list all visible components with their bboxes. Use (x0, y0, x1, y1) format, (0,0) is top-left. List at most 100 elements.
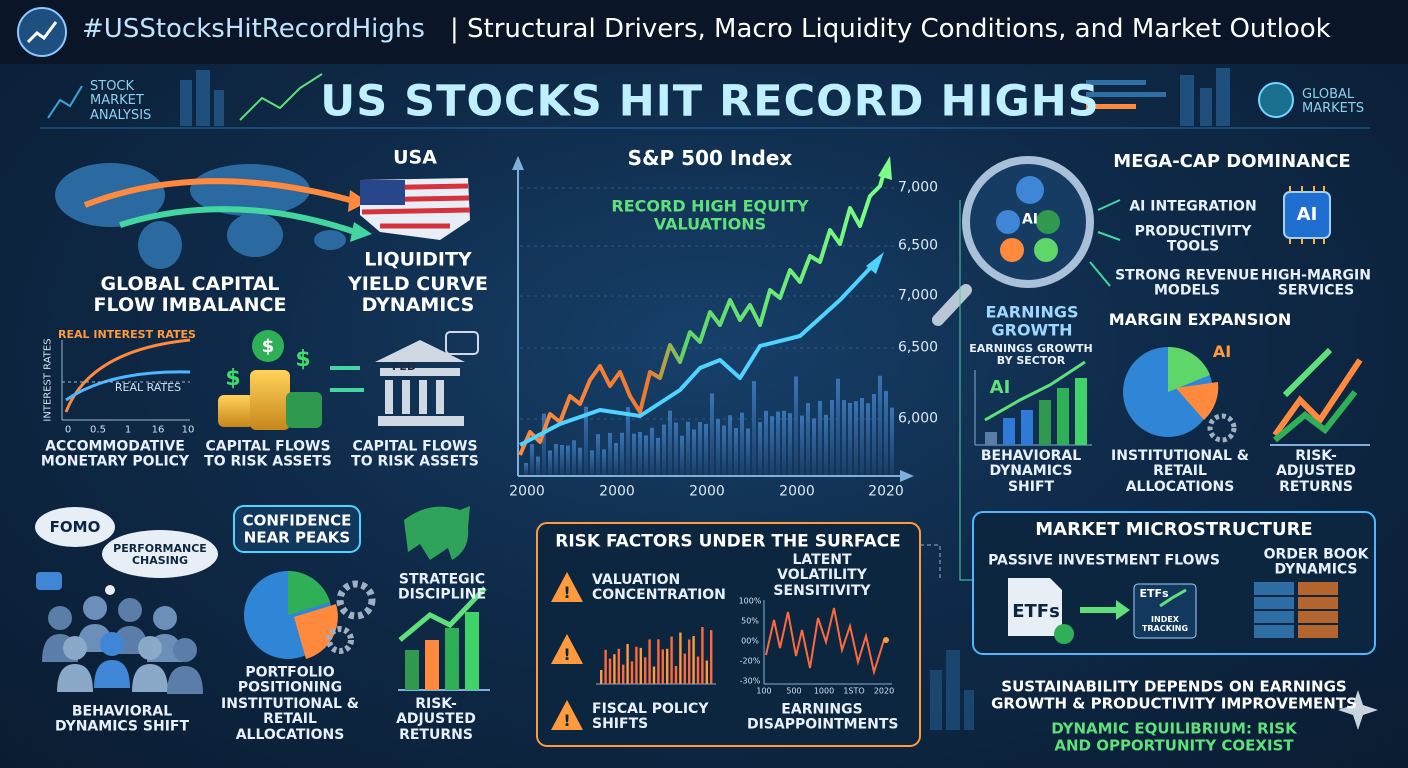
index-annotation: RECORD HIGH EQUITY VALUATIONS (611, 196, 809, 233)
risk-bar (644, 657, 647, 684)
vol-x-label: 1000 (813, 686, 835, 696)
sector-bars-part (1075, 378, 1087, 445)
risk-box-part-part (551, 700, 583, 730)
sector-bars-part (1003, 418, 1015, 445)
volume-bar (662, 424, 666, 475)
behavior-art-part (36, 572, 62, 590)
banner-decoration-part (1086, 104, 1136, 109)
fed-label: FED (391, 359, 417, 373)
risk-bar (710, 630, 713, 684)
order-book: ORDER BOOK DYNAMICS (1263, 546, 1369, 578)
magnifier-part (1036, 210, 1060, 234)
volume-bar (530, 444, 534, 475)
volume-bar (794, 376, 798, 475)
risk-box-part-part: ! (563, 645, 570, 664)
yield-curve: YIELD CURVE DYNAMICS (348, 273, 488, 316)
sector-label: EARNINGS GROWTH BY SECTOR (969, 341, 1093, 367)
banner-decoration-part (214, 90, 224, 126)
risk-bar (648, 639, 651, 684)
person-head (138, 636, 162, 660)
volume-bar (560, 445, 564, 475)
subtitle: | Structural Drivers, Macro Liquidity Co… (450, 14, 1331, 44)
index-tracking: INDEX TRACKING (1141, 615, 1189, 633)
banner-decoration-part (196, 70, 210, 126)
volume-bar (782, 410, 786, 475)
risk-bar (608, 658, 612, 684)
caption: INSTITUTIONAL & RETAIL ALLOCATIONS (1111, 447, 1249, 495)
risk-bar (630, 661, 634, 684)
margin-pie-part (1168, 346, 1210, 392)
behavior-art-part (404, 506, 470, 560)
index-x-label: 2000 (509, 483, 545, 500)
rates-chart-part (64, 338, 191, 413)
index-y-label: 6,500 (897, 237, 939, 254)
volume-bar (590, 450, 594, 475)
risk-box-part (920, 544, 941, 580)
margin-expansion: MARGIN EXPANSION (1108, 310, 1292, 330)
rates-x-tick: 0.5 (90, 424, 106, 436)
volume-bar (776, 411, 780, 475)
magnifier-part (1089, 199, 1121, 287)
behavior-art-part (42, 596, 203, 694)
header-bar-part (0, 0, 1408, 64)
coin-stacks-part (252, 330, 284, 362)
volume-bar (746, 428, 750, 475)
person-body (57, 664, 93, 692)
ai-chip (1283, 186, 1331, 244)
banner-decoration-part (1180, 75, 1194, 126)
rates-line-label: REAL RATES (114, 380, 182, 394)
volume-bar (830, 399, 834, 475)
index-chart-part (878, 156, 892, 180)
skyline (930, 650, 974, 730)
risk-fiscal: FISCAL POLICY SHIFTS (592, 701, 709, 733)
fed-building-part (375, 340, 465, 362)
fomo: FOMO (49, 517, 101, 536)
magnifier-part (962, 156, 1094, 288)
header-bar (0, 0, 1408, 64)
caption: BEHAVIORAL DYNAMICS SHIFT (980, 447, 1082, 495)
rates-chart (61, 338, 191, 421)
micro-box (959, 200, 1376, 655)
micro-box-part (1159, 588, 1187, 608)
volume-bar (614, 443, 618, 475)
megacap-item: PRODUCTIVITY TOOLS (1134, 223, 1252, 255)
coin-stacks: $ $ $ (218, 330, 364, 430)
sector-bars-part (1039, 400, 1051, 445)
risk-bar (652, 666, 656, 684)
sector-bars-part (984, 360, 1086, 422)
volume-bar (800, 415, 804, 475)
risk-bar (674, 665, 678, 684)
micro-title: MARKET MICROSTRUCTURE (1035, 519, 1313, 541)
risk-bar (661, 649, 664, 684)
sector-ai: AI (989, 377, 1011, 399)
volume-bar (638, 431, 642, 475)
volume-bar (524, 463, 528, 475)
caption: CAPITAL FLOWS TO RISK ASSETS (351, 438, 479, 470)
index-x-label: 2000 (779, 483, 815, 500)
risk-bar (688, 639, 691, 684)
volume-bar (632, 433, 636, 475)
fed-building-part (445, 331, 479, 355)
liquidity: LIQUIDITY (364, 248, 472, 271)
volume-bar (842, 400, 846, 475)
skyline-part (964, 690, 974, 730)
returns-arrows-part (1272, 358, 1363, 437)
risk-box-part-part: ! (563, 711, 570, 730)
index-y-label: 7,000 (897, 179, 939, 196)
volume-bar (788, 413, 792, 475)
vol-y-label: -30% (739, 676, 761, 686)
risk-bar (705, 660, 708, 684)
risk-bar (696, 656, 700, 684)
fed-building (375, 331, 479, 426)
margin-pie-part (1176, 382, 1219, 420)
returns-arrows-part (1273, 390, 1358, 443)
caption: RISK-ADJUSTED RETURNS (1276, 447, 1356, 495)
sparkle (1338, 690, 1378, 730)
volume-bar (722, 425, 726, 475)
behavior-art-part (294, 604, 338, 659)
risk-bar (666, 648, 669, 684)
volume-bar (542, 413, 546, 475)
header-bar-part (17, 7, 67, 57)
index-y-label: 7,000 (897, 287, 939, 304)
